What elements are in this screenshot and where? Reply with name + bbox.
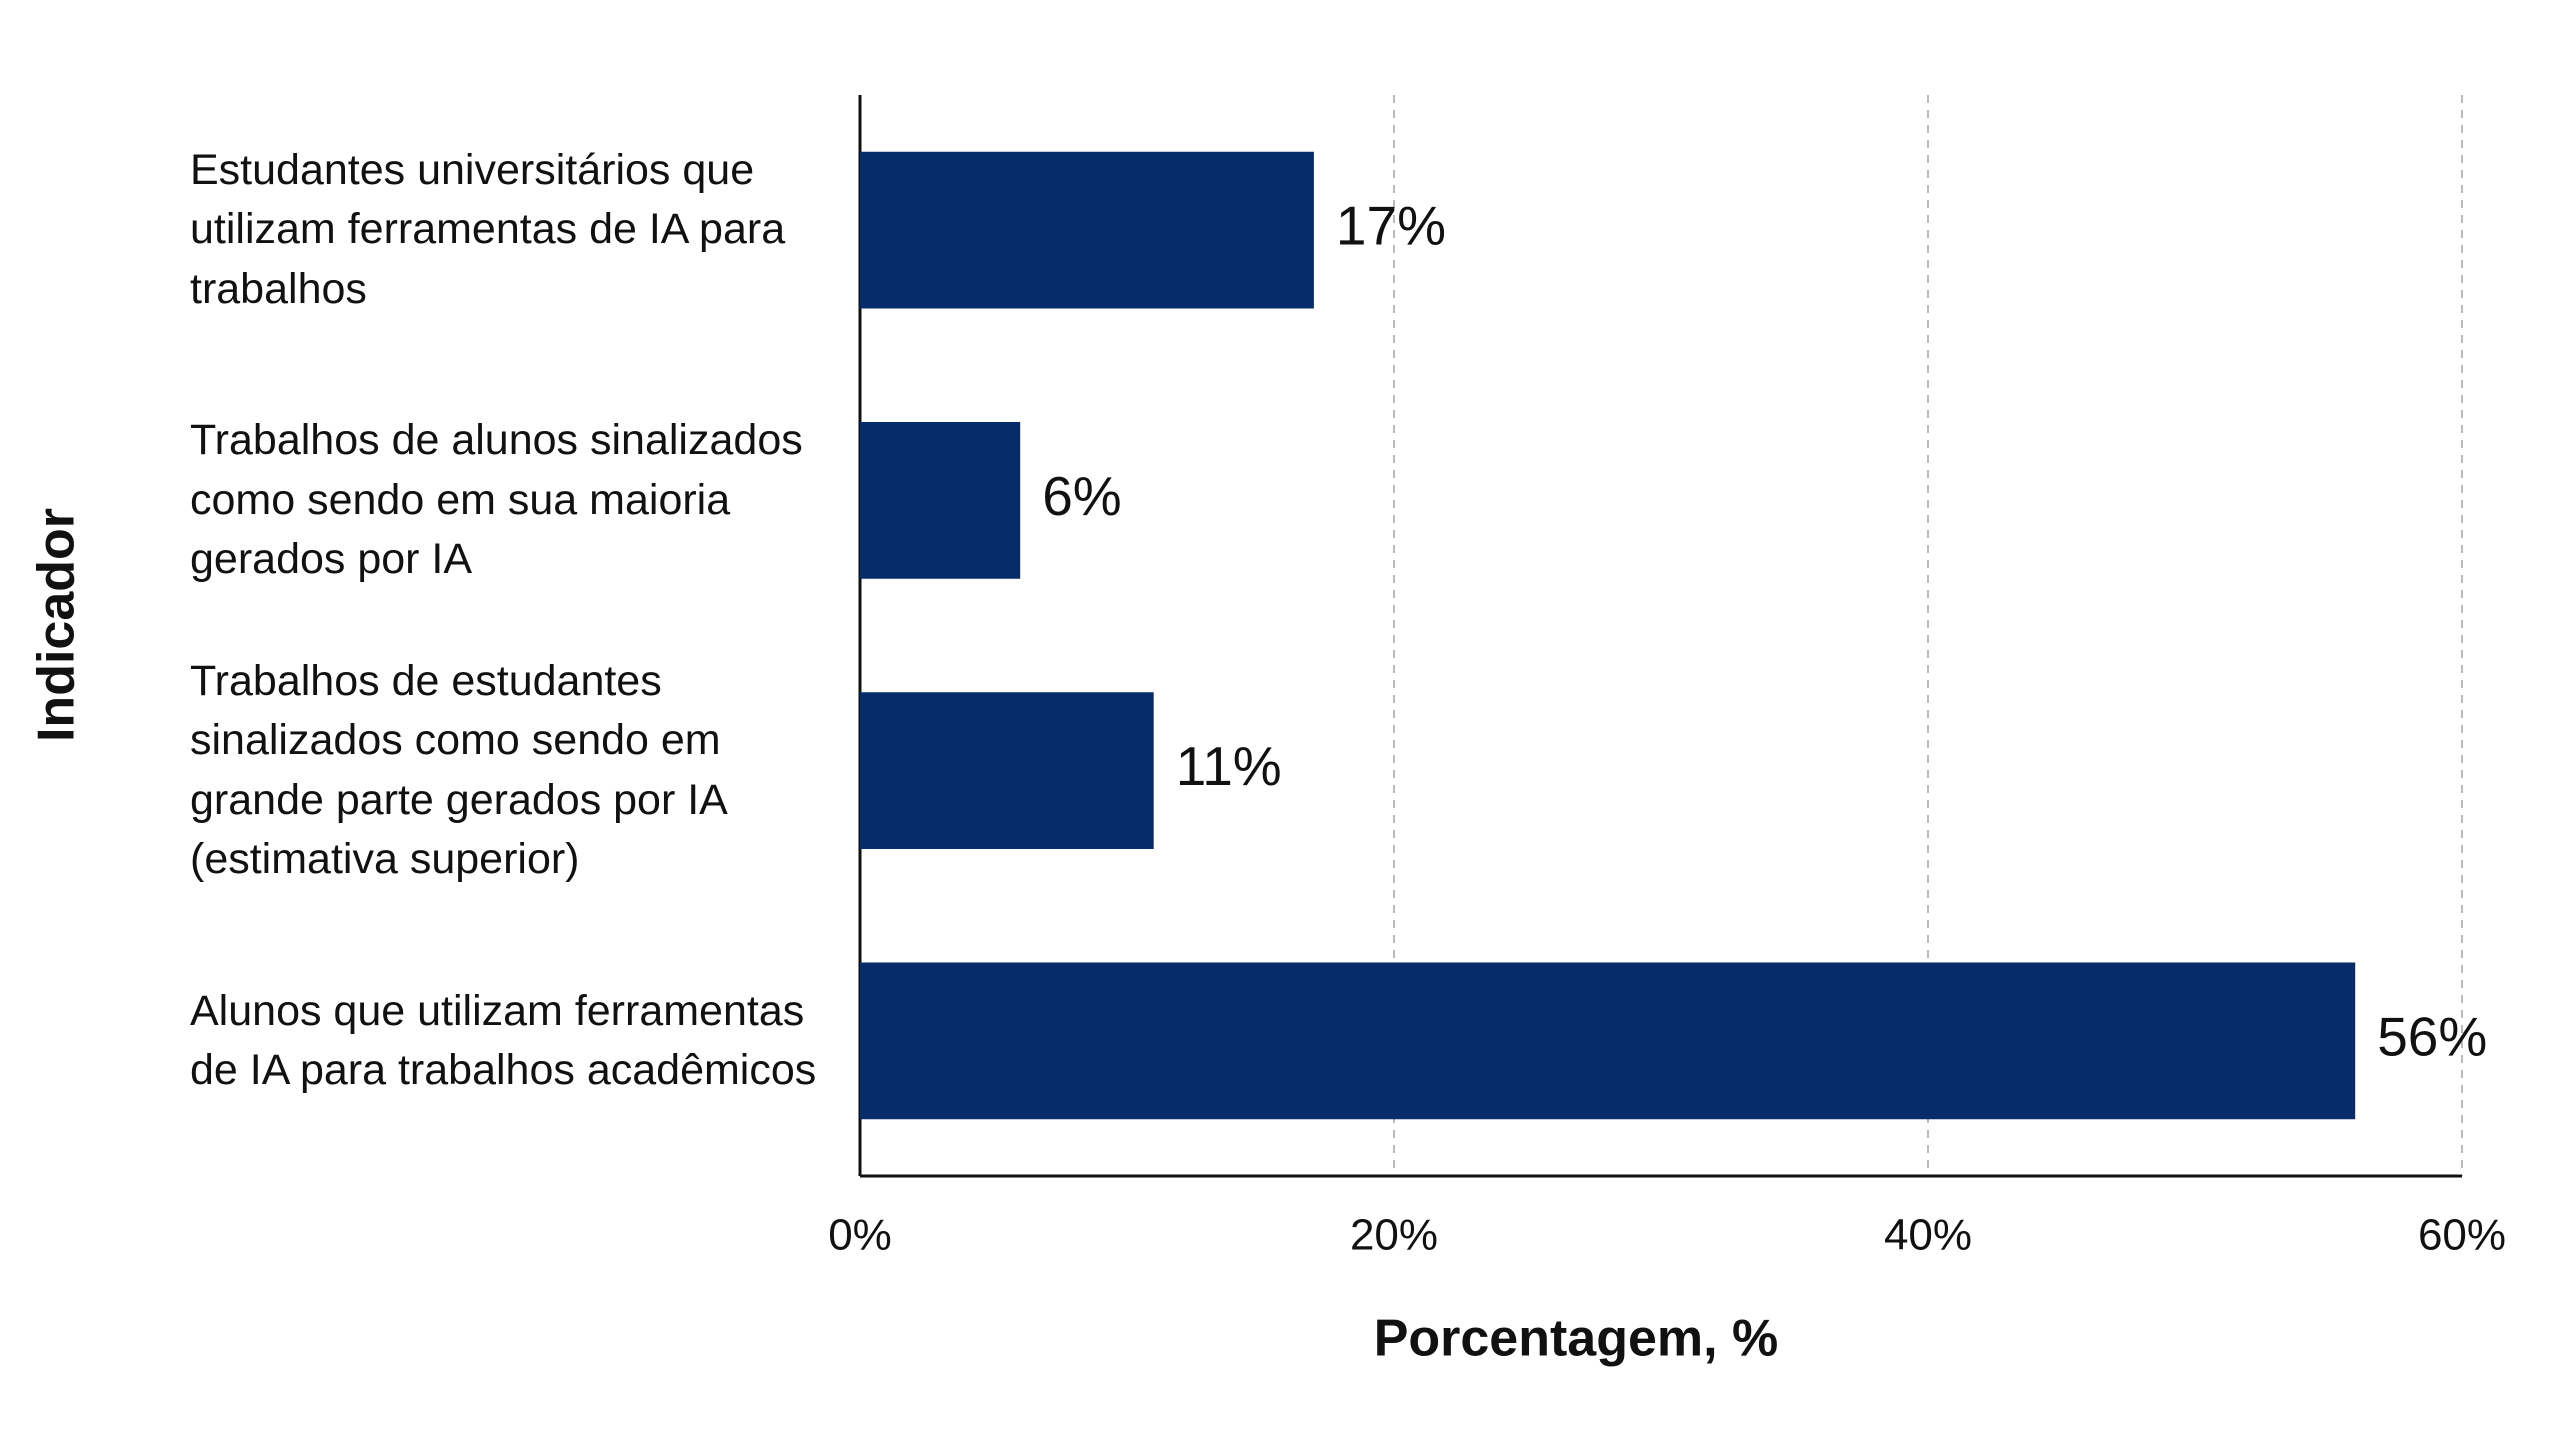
value-label: 6%: [1042, 465, 1122, 527]
bar: [860, 151, 1314, 309]
y-tick-label: Alunos que utilizam ferramentas de IA pa…: [190, 986, 817, 1094]
x-tick-label: 20%: [1350, 1211, 1438, 1260]
value-label: 11%: [1176, 735, 1282, 797]
y-tick-label: Trabalhos de alunos sinalizados como sen…: [190, 416, 803, 584]
y-tick-label: Estudantes universitários que utilizam f…: [190, 146, 786, 313]
value-label: 56%: [2377, 1005, 2487, 1067]
value-label: 17%: [1336, 195, 1446, 257]
x-tick-label: 0%: [828, 1211, 892, 1260]
x-tick-label: 60%: [2418, 1211, 2506, 1260]
bar: [860, 422, 1021, 579]
x-axis-title: Porcentagem, %: [1374, 1310, 1779, 1368]
bar: [860, 962, 2356, 1120]
y-tick-label: Trabalhos de estudantes sinalizados como…: [190, 656, 726, 883]
bar: [860, 692, 1154, 849]
y-axis-title: Indicador: [28, 508, 86, 742]
x-tick-label: 40%: [1884, 1211, 1972, 1260]
